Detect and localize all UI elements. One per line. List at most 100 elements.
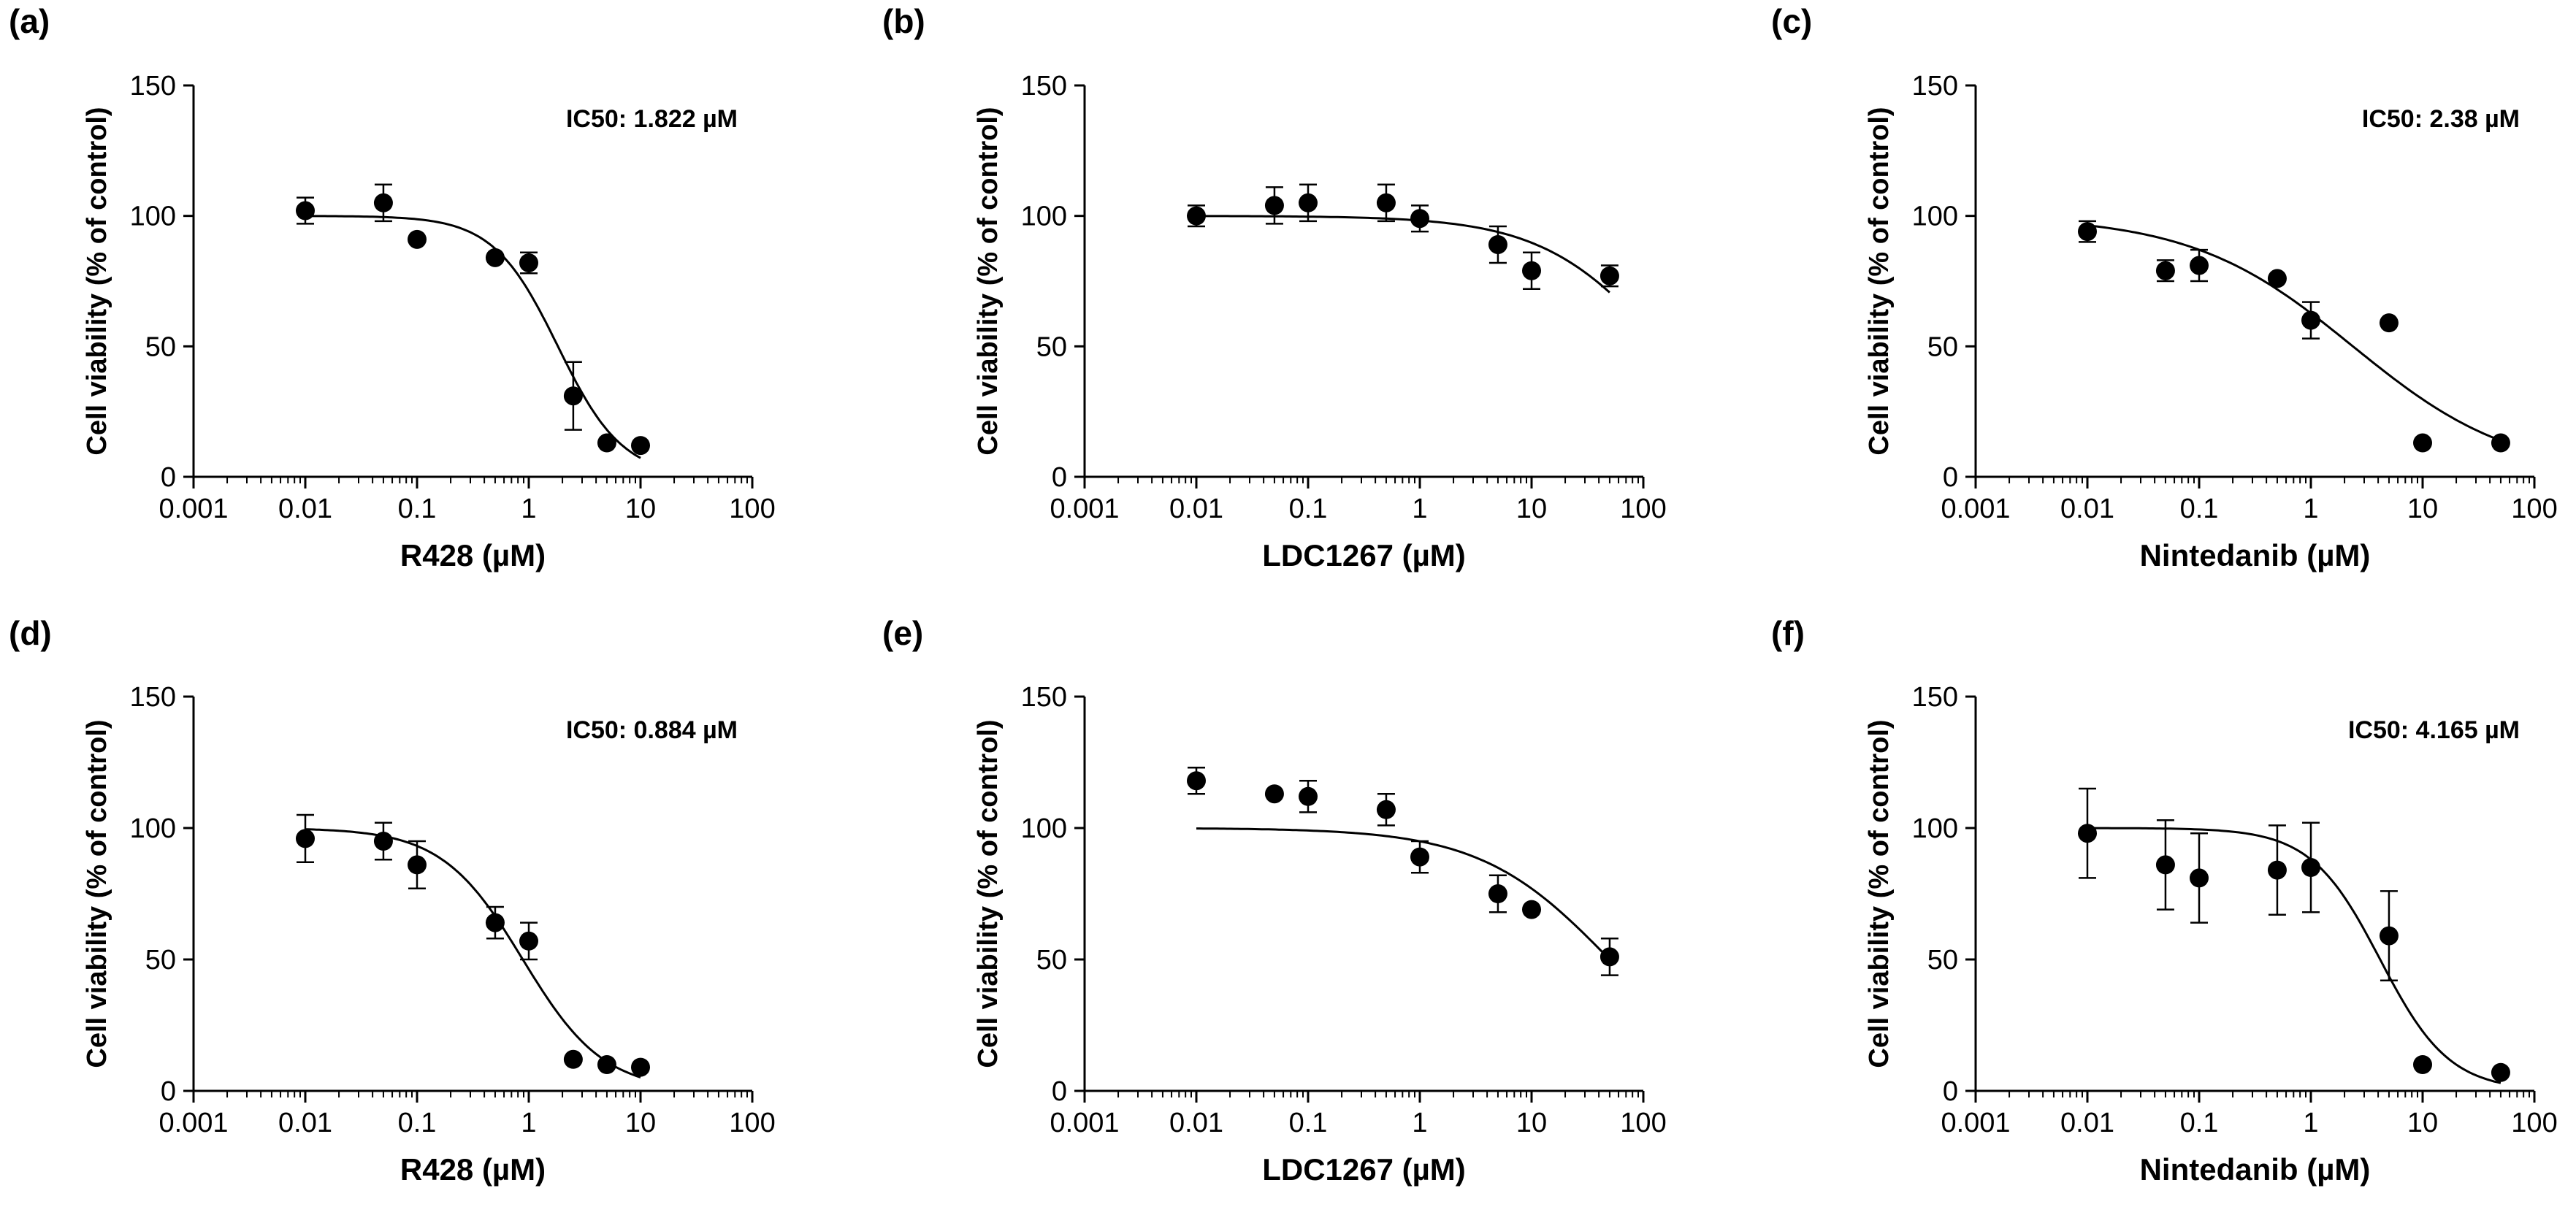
x-tick-label: 0.01 <box>278 494 332 524</box>
data-point <box>485 913 505 932</box>
x-tick-label: 10 <box>625 1108 656 1138</box>
x-tick-label: 10 <box>1516 494 1547 524</box>
chart-panel-a: (a) 0 50 100 150 0.001 0.01 0.1 1 10 100 R428 (µM) C… <box>9 2 776 572</box>
y-tick-label: 150 <box>1021 71 1067 101</box>
y-tick-label: 100 <box>1912 202 1958 232</box>
data-point <box>1299 193 1318 212</box>
y-tick-label: 50 <box>1927 332 1958 362</box>
data-point <box>1488 884 1507 903</box>
data-point <box>2190 256 2209 275</box>
data-point <box>2413 433 2432 453</box>
data-point <box>597 1055 616 1074</box>
data-point <box>2301 858 2320 877</box>
data-point <box>485 248 505 267</box>
x-tick-label: 100 <box>1620 1108 1666 1138</box>
y-tick-label: 0 <box>1943 1076 1958 1107</box>
panel-letter: (b) <box>882 2 925 40</box>
x-tick-label: 0.01 <box>1169 1108 1223 1138</box>
y-tick-label: 100 <box>1912 813 1958 844</box>
chart-panel-f: (f) 0 50 100 150 0.001 0.01 0.1 1 10 100 Nintedanib… <box>1771 614 2558 1187</box>
data-point <box>631 1057 650 1077</box>
y-tick-label: 0 <box>161 1076 176 1107</box>
x-tick-label: 1 <box>2303 494 2318 524</box>
x-tick-label: 1 <box>2303 1108 2318 1138</box>
y-axis-title: Cell viability (% of control) <box>82 107 112 455</box>
data-point <box>1376 800 1396 819</box>
data-point <box>408 855 427 875</box>
ic50-annotation: IC50: 1.822 µM <box>566 105 738 133</box>
fit-curve <box>2087 224 2502 442</box>
chart-panel-c: (c) 0 50 100 150 0.001 0.01 0.1 1 10 100 Nintedanib… <box>1771 2 2558 572</box>
fit-curve <box>2087 827 2502 1084</box>
y-tick-label: 100 <box>130 813 176 844</box>
y-tick-label: 50 <box>145 332 176 362</box>
fit-curve <box>1196 827 1610 961</box>
x-tick-label: 0.1 <box>1289 1108 1328 1138</box>
x-tick-label: 0.1 <box>398 1108 437 1138</box>
data-point <box>1522 900 1541 919</box>
x-tick-label: 0.001 <box>1050 1108 1119 1138</box>
x-tick-label: 1 <box>521 1108 536 1138</box>
panel-letter: (e) <box>882 614 923 652</box>
x-tick-label: 0.1 <box>1289 494 1328 524</box>
y-tick-label: 50 <box>1036 332 1067 362</box>
fit-curve <box>305 828 641 1078</box>
data-point <box>2491 433 2510 453</box>
ic50-annotation: IC50: 2.38 µM <box>2362 105 2520 133</box>
x-tick-label: 0.001 <box>158 494 228 524</box>
data-point <box>1488 234 1507 254</box>
y-tick-label: 50 <box>1036 945 1067 976</box>
x-tick-label: 100 <box>729 1108 775 1138</box>
ic50-annotation: IC50: 4.165 µM <box>2348 716 2520 744</box>
x-tick-label: 0.1 <box>2180 494 2219 524</box>
data-point <box>2155 261 2175 280</box>
y-tick-label: 150 <box>130 71 176 101</box>
x-tick-label: 100 <box>2511 494 2557 524</box>
chart-panel-e: (e) 0 50 100 150 0.001 0.01 0.1 1 10 100 LDC1267 (µ… <box>882 614 1667 1187</box>
x-tick-label: 0.1 <box>398 494 437 524</box>
data-point <box>1600 947 1619 967</box>
x-tick-label: 1 <box>1412 494 1427 524</box>
x-axis-title: R428 (µM) <box>400 1152 546 1187</box>
y-axis-title: Cell viability (% of control) <box>1864 107 1895 455</box>
x-tick-label: 100 <box>729 494 775 524</box>
x-tick-label: 100 <box>1620 494 1666 524</box>
data-point <box>2379 313 2399 333</box>
y-tick-label: 0 <box>161 462 176 493</box>
y-tick-label: 150 <box>130 682 176 713</box>
data-point <box>1522 261 1541 280</box>
y-axis-title: Cell viability (% of control) <box>973 719 1004 1068</box>
x-axis-title: LDC1267 (µM) <box>1262 1152 1466 1187</box>
x-tick-label: 100 <box>2511 1108 2557 1138</box>
y-tick-label: 0 <box>1052 1076 1067 1107</box>
x-tick-label: 0.01 <box>2060 494 2114 524</box>
data-point <box>1187 771 1206 791</box>
x-tick-label: 1 <box>1412 1108 1427 1138</box>
data-point <box>2155 855 2175 875</box>
data-point <box>2491 1062 2510 1082</box>
data-point <box>373 193 393 212</box>
data-point <box>2267 269 2287 288</box>
x-axis-title: Nintedanib (µM) <box>2140 538 2371 572</box>
panel-letter: (c) <box>1771 2 1812 40</box>
y-tick-label: 150 <box>1021 682 1067 713</box>
data-point <box>1410 209 1429 229</box>
x-tick-label: 10 <box>1516 1108 1547 1138</box>
data-point <box>296 201 315 221</box>
data-point <box>408 229 427 249</box>
panel-letter: (a) <box>9 2 50 40</box>
data-point <box>373 832 393 851</box>
data-point <box>1264 784 1284 804</box>
data-point <box>1187 206 1206 226</box>
data-point <box>2301 310 2320 330</box>
data-point <box>563 386 583 406</box>
x-axis-title: LDC1267 (µM) <box>1262 538 1466 572</box>
data-point <box>1410 847 1429 867</box>
fit-curve <box>1196 215 1610 294</box>
x-tick-label: 0.001 <box>158 1108 228 1138</box>
x-tick-label: 0.01 <box>1169 494 1223 524</box>
x-tick-label: 10 <box>2407 1108 2438 1138</box>
chart-panel-b: (b) 0 50 100 150 0.001 0.01 0.1 1 10 100 LDC1267 (µ… <box>882 2 1667 572</box>
y-tick-label: 100 <box>1021 813 1067 844</box>
x-tick-label: 0.01 <box>2060 1108 2114 1138</box>
